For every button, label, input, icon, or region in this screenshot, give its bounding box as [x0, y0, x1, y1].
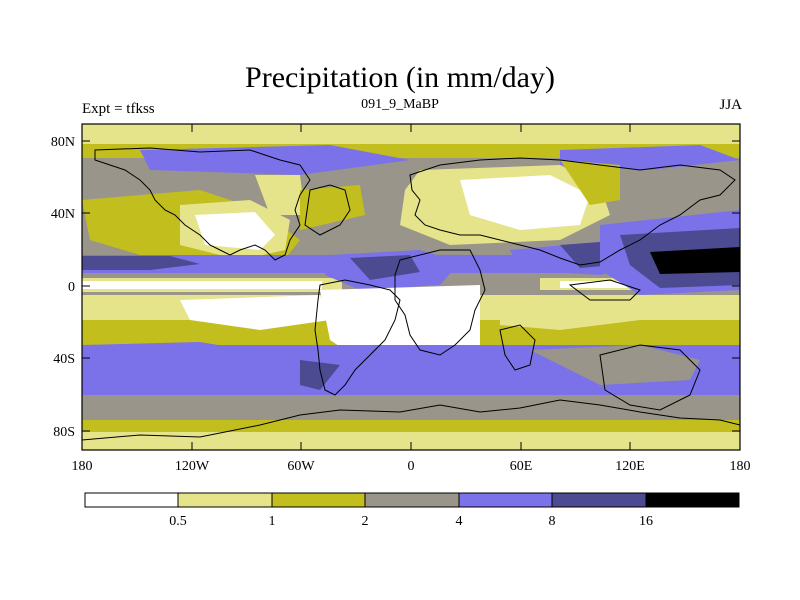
map-title: Precipitation (in mm/day) [245, 61, 555, 94]
south-america-africa-dry [320, 285, 480, 360]
madagascar-coast [499, 324, 536, 371]
south-atlantic-dark [300, 360, 340, 390]
colorbar-bin-6 [646, 493, 739, 507]
south-indian-gray [530, 345, 700, 385]
central-asia-dry [520, 180, 580, 220]
period-label: 091_9_MaBP [361, 97, 439, 112]
colorbar-bin-2 [272, 493, 365, 507]
colorbar: 0.5 1 2 4 8 16 [84, 492, 740, 529]
colorbar-bin-5 [552, 493, 646, 507]
season-label: JJA [719, 97, 742, 113]
colorbar-label-0.5: 0.5 [169, 514, 187, 529]
south-america-coast [314, 279, 401, 396]
equator-pacific-dry [82, 281, 322, 289]
colorbar-bin-3 [365, 493, 459, 507]
frame-ticks [81, 124, 741, 450]
na-north-light [255, 175, 305, 215]
lat-label-0: 0 [68, 280, 75, 295]
africa-coast [394, 249, 486, 356]
atlantic-dark [350, 255, 420, 280]
indonesia-coast [568, 279, 641, 301]
colorbar-label-1: 1 [269, 514, 276, 529]
colorbar-bin-0 [85, 493, 178, 507]
lon-label-120e: 120E [615, 459, 645, 474]
lon-label-120w: 120W [175, 459, 210, 474]
colorbar-label-16: 16 [639, 514, 653, 529]
lon-label-0: 0 [408, 459, 415, 474]
lon-label-180e: 180 [730, 459, 751, 474]
australia-coast [599, 344, 701, 411]
antarctica-coast [81, 399, 741, 441]
lat-label-40s: 40S [53, 352, 75, 367]
east-pacific-dark [82, 256, 200, 270]
na-east-olive [300, 185, 365, 230]
antarctic-olive [82, 420, 740, 434]
lon-label-60w: 60W [287, 459, 315, 474]
colorbar-bin-1 [178, 493, 272, 507]
sw-pacific-blue [82, 342, 300, 380]
lat-label-80n: 80N [51, 135, 75, 150]
eurasia-coast [409, 157, 736, 266]
lat-label-80s: 80S [53, 425, 75, 440]
west-pacific-black [650, 247, 740, 274]
na-dry [195, 212, 275, 250]
colorbar-bin-4 [459, 493, 552, 507]
colorbar-dividers [177, 493, 647, 507]
colorbar-label-4: 4 [456, 514, 463, 529]
coastlines [81, 147, 741, 441]
north-america-coast [94, 147, 311, 261]
lon-label-60e: 60E [510, 459, 533, 474]
north-atlantic-blue [140, 145, 410, 175]
arctic-band [82, 124, 740, 144]
colorbar-label-8: 8 [549, 514, 556, 529]
colorbar-frame [84, 492, 740, 508]
na-east-coast [304, 184, 351, 236]
precipitation-field [82, 124, 740, 450]
colorbar-label-2: 2 [362, 514, 369, 529]
south-indian-light [500, 295, 640, 330]
siberia-olive [560, 160, 620, 205]
south-pacific-dry [180, 295, 330, 330]
lat-label-40n: 40N [51, 207, 75, 222]
antarctic-light [82, 432, 740, 450]
lon-label-180w: 180 [72, 459, 93, 474]
experiment-label: Expt = tfkss [82, 101, 155, 117]
